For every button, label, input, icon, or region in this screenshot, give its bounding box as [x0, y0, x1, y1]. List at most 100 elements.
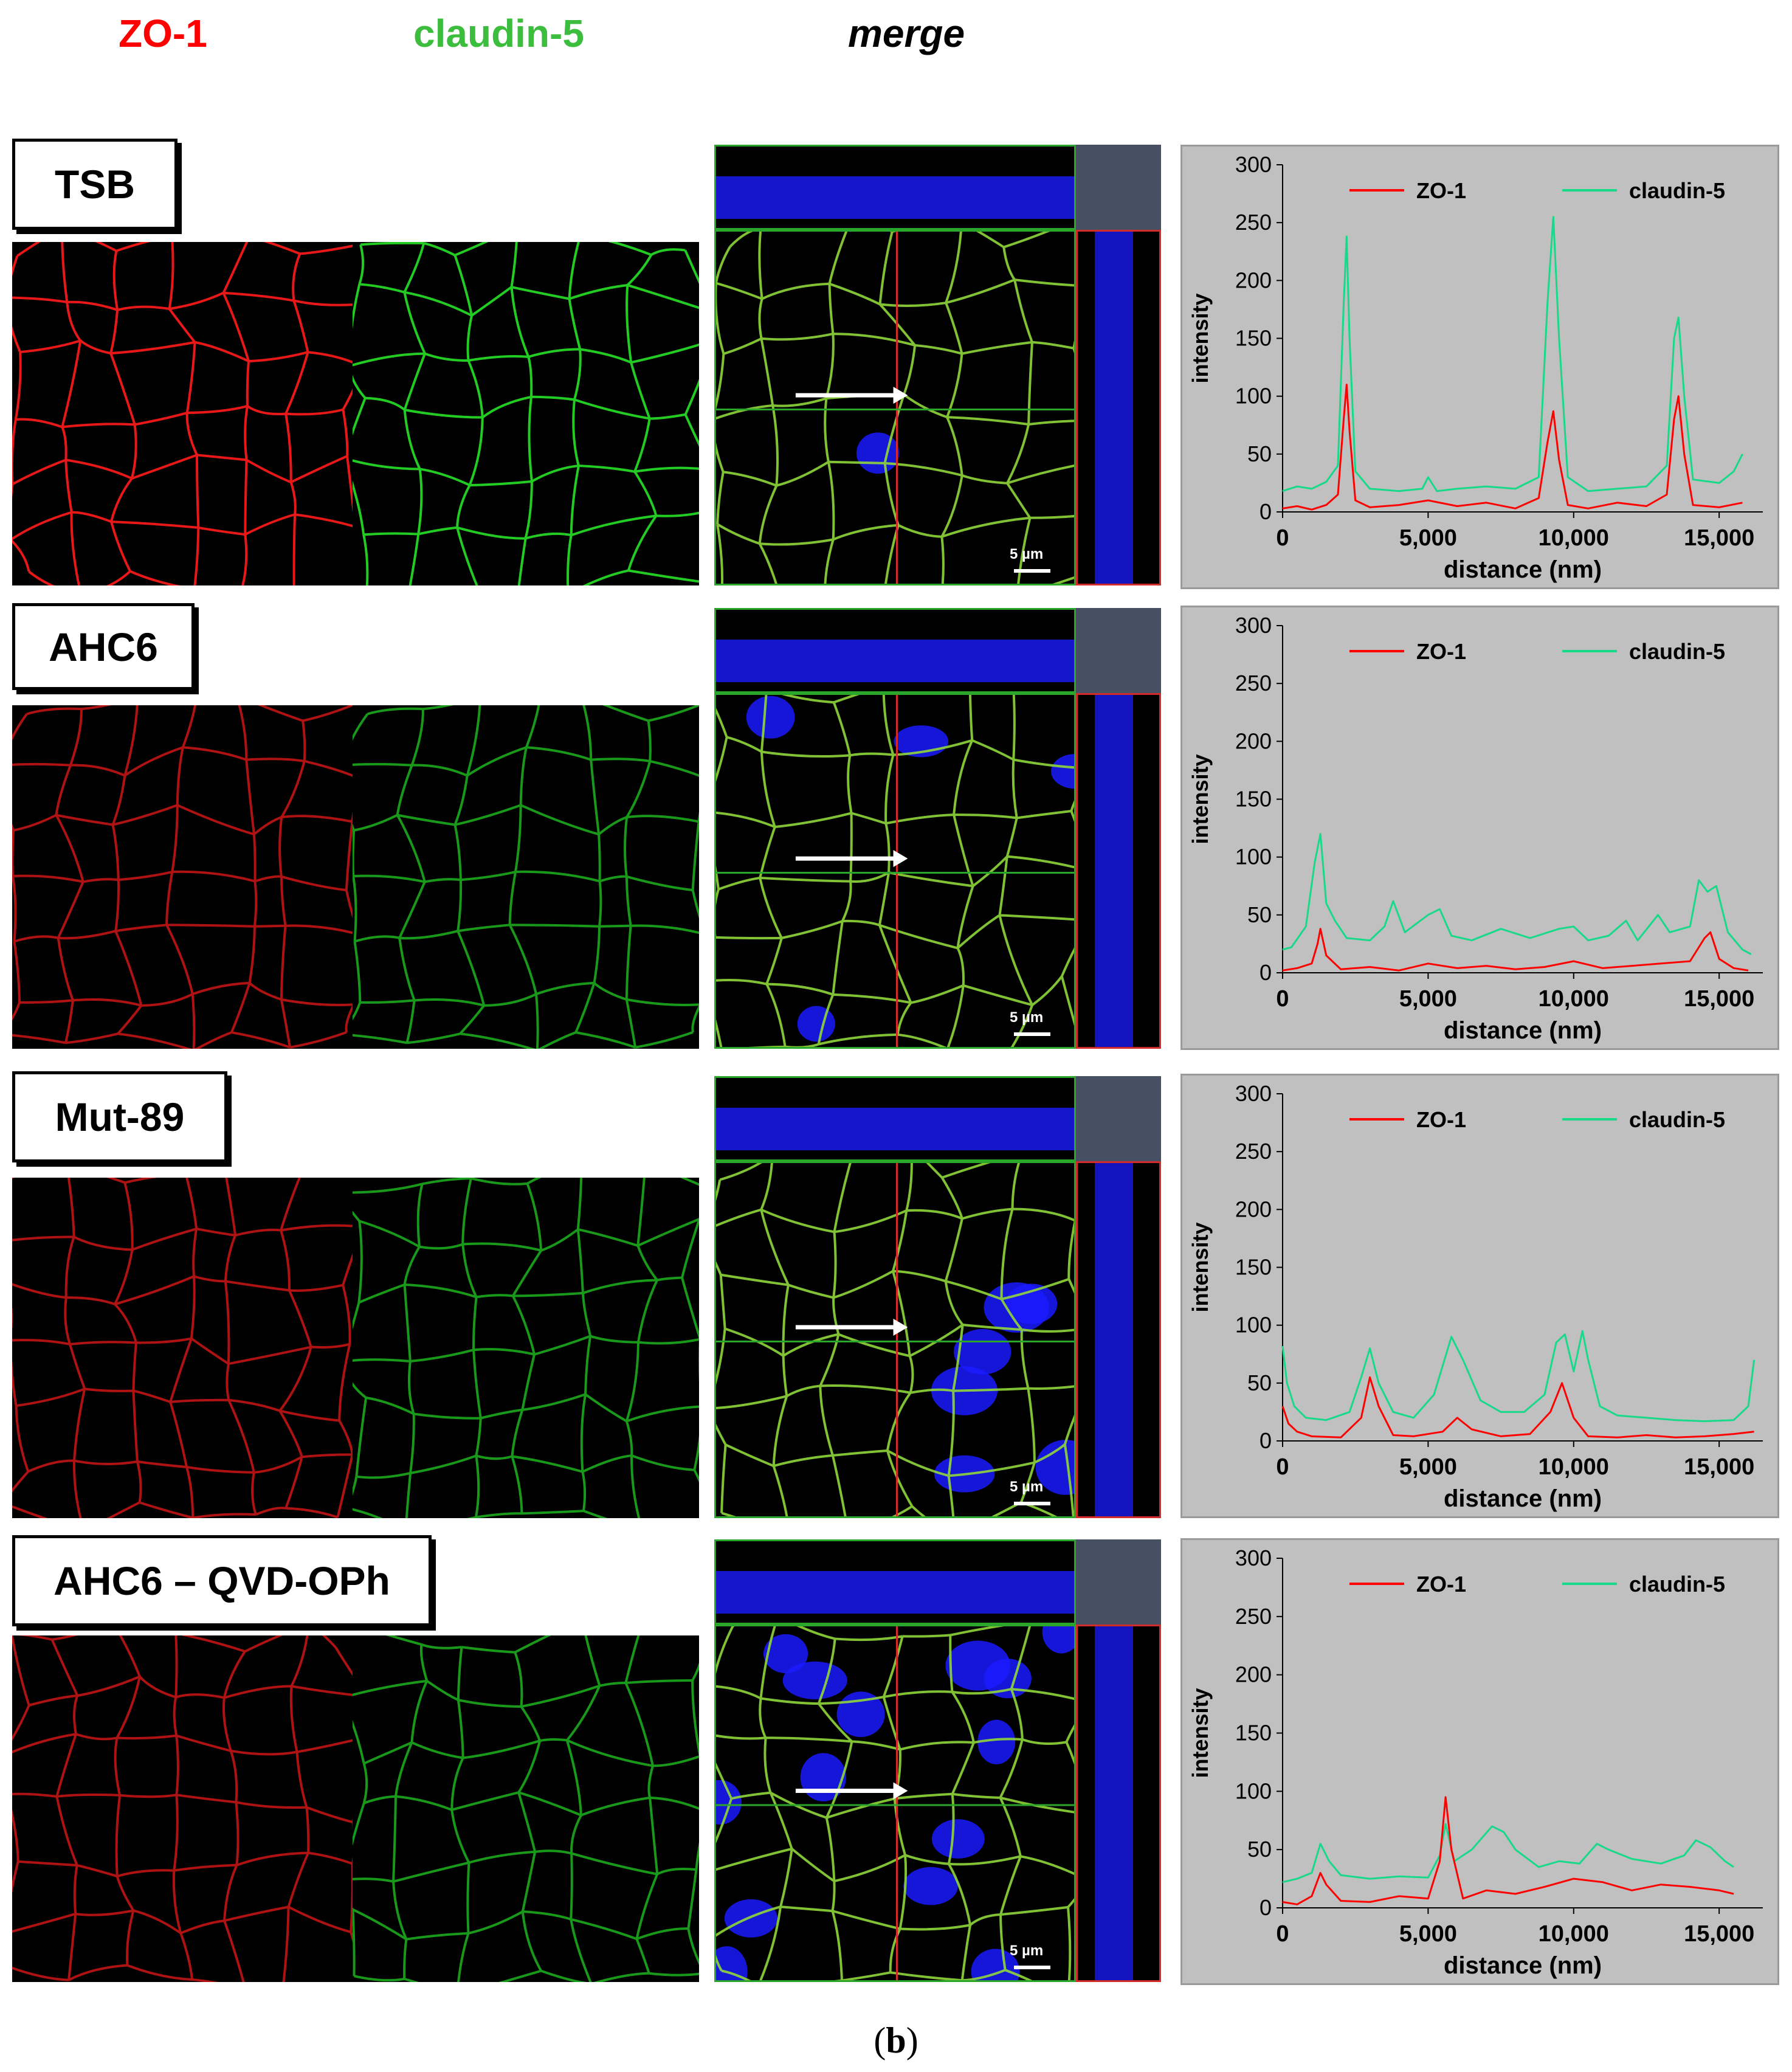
- y-tick-label: 250: [1235, 1139, 1272, 1164]
- junction-network: [716, 1626, 1074, 1980]
- yz-orthogonal-view: [1076, 1625, 1161, 1982]
- x-tick-label: 5,000: [1399, 1921, 1457, 1947]
- y-tick-label: 150: [1235, 326, 1272, 351]
- junction-network: [12, 705, 353, 1049]
- chart-svg: 0 50 100 150 200 250 300 0 5,000 10,000 15,000 dist…: [1188, 152, 1763, 583]
- x-tick-label: 0: [1276, 1921, 1289, 1947]
- series-line-claudin-5: [1282, 833, 1752, 955]
- y-tick-label: 50: [1247, 1370, 1272, 1395]
- x-tick-label: 10,000: [1539, 1454, 1609, 1480]
- y-tick-label: 100: [1235, 1778, 1272, 1803]
- profile-arrow-icon: [795, 387, 908, 404]
- series-line-claudin-5: [1282, 216, 1743, 492]
- y-tick-label: 100: [1235, 1313, 1272, 1338]
- y-tick-label: 50: [1247, 902, 1272, 927]
- xz-orthogonal-view: [714, 1539, 1076, 1625]
- x-axis-label: distance (nm): [1444, 1952, 1602, 1979]
- x-tick-label: 5,000: [1399, 525, 1457, 551]
- x-tick-label: 15,000: [1684, 1921, 1754, 1947]
- x-tick-label: 10,000: [1539, 986, 1609, 1012]
- scale-bar-label: 5 µm: [1010, 1009, 1044, 1026]
- xz-orthogonal-view: [714, 1076, 1076, 1161]
- y-tick-label: 0: [1260, 1895, 1272, 1920]
- nucleus: [931, 1819, 985, 1859]
- junction-network: [716, 695, 1074, 1047]
- junction-network: [716, 232, 1074, 584]
- y-axis-label: intensity: [1188, 293, 1213, 383]
- y-tick-label: 100: [1235, 384, 1272, 409]
- x-tick-label: 5,000: [1399, 1454, 1457, 1480]
- nucleus: [797, 1006, 835, 1042]
- legend-label: claudin-5: [1629, 178, 1725, 203]
- x-tick-label: 0: [1276, 525, 1289, 551]
- nucleus: [724, 1899, 777, 1938]
- claudin5-micrograph: [353, 242, 699, 585]
- y-tick-label: 300: [1235, 1545, 1272, 1570]
- y-tick-label: 0: [1260, 499, 1272, 524]
- x-tick-label: 15,000: [1684, 1454, 1754, 1480]
- intensity-profile-chart: 0 50 100 150 200 250 300 0 5,000 10,000 15,000 dist…: [1180, 1074, 1779, 1518]
- zo1-micrograph: [12, 242, 353, 585]
- series-line-claudin-5: [1281, 1330, 1756, 1423]
- merge-composite: 5 µm: [714, 145, 1161, 585]
- x-tick-label: 0: [1276, 986, 1289, 1012]
- merge-composite: 5 µm: [714, 608, 1161, 1049]
- nucleus: [954, 1328, 1011, 1375]
- nucleus: [971, 1949, 1020, 1980]
- nucleus: [1035, 1440, 1074, 1495]
- nucleus: [1042, 1626, 1074, 1654]
- xy-merge-view: 5 µm: [714, 1161, 1076, 1518]
- intensity-profile-chart: 0 50 100 150 200 250 300 0 5,000 10,000 15,000 dist…: [1180, 1538, 1779, 1985]
- y-tick-label: 250: [1235, 1604, 1272, 1629]
- x-tick-label: 0: [1276, 1454, 1289, 1480]
- x-axis-label: distance (nm): [1444, 1017, 1602, 1044]
- condition-label: TSB: [12, 139, 177, 230]
- profile-arrow-icon: [795, 1319, 908, 1336]
- xz-orthogonal-view: [714, 145, 1076, 230]
- legend-label: claudin-5: [1629, 1107, 1725, 1132]
- xy-merge-view: 5 µm: [714, 1625, 1076, 1982]
- y-axis-label: intensity: [1188, 1222, 1213, 1312]
- zo1-micrograph: [12, 1178, 353, 1518]
- legend-label: ZO-1: [1416, 1107, 1466, 1132]
- chart-svg: 0 50 100 150 200 250 300 0 5,000 10,000 15,000 dist…: [1188, 1081, 1763, 1512]
- scale-bar-label: 5 µm: [1010, 1942, 1044, 1959]
- y-axis-label: intensity: [1188, 1688, 1213, 1778]
- scale-bar: [1014, 1502, 1050, 1505]
- y-tick-label: 150: [1235, 1721, 1272, 1746]
- claudin5-micrograph: [353, 1178, 699, 1518]
- xz-orthogonal-view: [714, 608, 1076, 693]
- header-claudin5: claudin-5: [413, 12, 584, 55]
- merge-corner: [1076, 1076, 1161, 1161]
- junction-network: [353, 242, 699, 585]
- y-tick-label: 300: [1235, 1081, 1272, 1106]
- y-tick-label: 300: [1235, 613, 1272, 638]
- nucleus: [746, 696, 795, 739]
- scale-bar-label: 5 µm: [1010, 1479, 1044, 1495]
- merge-corner: [1076, 145, 1161, 230]
- junction-network: [353, 705, 699, 1049]
- y-tick-label: 200: [1235, 1662, 1272, 1687]
- series-line-zo-1: [1282, 928, 1749, 972]
- junction-network: [12, 242, 353, 585]
- junction-network: [12, 1635, 353, 1982]
- series-line-claudin-5: [1282, 1823, 1734, 1884]
- legend-label: ZO-1: [1416, 178, 1466, 203]
- figure-caption: (b): [874, 2020, 918, 2060]
- legend-label: claudin-5: [1629, 639, 1725, 664]
- y-tick-label: 300: [1235, 152, 1272, 177]
- legend-label: ZO-1: [1416, 639, 1466, 664]
- nucleus: [800, 1753, 846, 1801]
- condition-label: Mut-89: [12, 1071, 227, 1162]
- x-axis-label: distance (nm): [1444, 556, 1602, 583]
- merge-composite: 5 µm: [714, 1076, 1161, 1518]
- scale-bar: [1014, 1032, 1050, 1036]
- y-tick-label: 200: [1235, 728, 1272, 753]
- nucleus: [1051, 754, 1074, 789]
- profile-arrow-icon: [795, 850, 908, 868]
- x-tick-label: 15,000: [1684, 986, 1754, 1012]
- y-tick-label: 0: [1260, 1428, 1272, 1453]
- legend-label: ZO-1: [1416, 1572, 1466, 1597]
- x-tick-label: 15,000: [1684, 525, 1754, 551]
- junction-network: [353, 1178, 699, 1518]
